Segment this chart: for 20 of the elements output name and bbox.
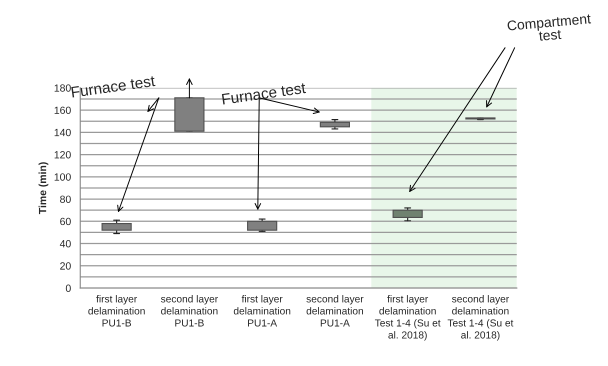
y-tick-label: 60 xyxy=(60,218,71,226)
x-tick-label: first layer delamination PU1-A xyxy=(234,295,290,327)
annotation: Furnace test xyxy=(71,75,156,98)
y-tick-label: 140 xyxy=(54,128,71,136)
y-tick-label: 80 xyxy=(60,196,71,203)
x-tick-label: second layer delamination PU1-A xyxy=(306,295,364,327)
x-tick-label: first layer delamination PU1-B xyxy=(88,295,145,327)
y-tick-label: 20 xyxy=(60,262,71,270)
y-tick-label: 160 xyxy=(54,106,71,114)
x-tick-label: second layer delamination PU1-B xyxy=(160,295,218,327)
y-tick-label: 0 xyxy=(66,284,71,292)
x-tick-label: second layer delamination Test 1-4 (Su et al. 2018) xyxy=(448,295,514,341)
y-axis-title: Time (min) xyxy=(38,162,48,214)
x-tick-label: first layer delamination Test 1-4 (Su et al. 2018) xyxy=(374,295,441,341)
text: Compartment test xyxy=(507,14,592,41)
annotation: Furnace test xyxy=(222,82,306,105)
y-tick-label: 100 xyxy=(54,173,71,181)
y-tick-label: 180 xyxy=(54,84,71,92)
y-tick-label: 40 xyxy=(60,240,71,248)
y-tick-label: 120 xyxy=(54,151,71,158)
